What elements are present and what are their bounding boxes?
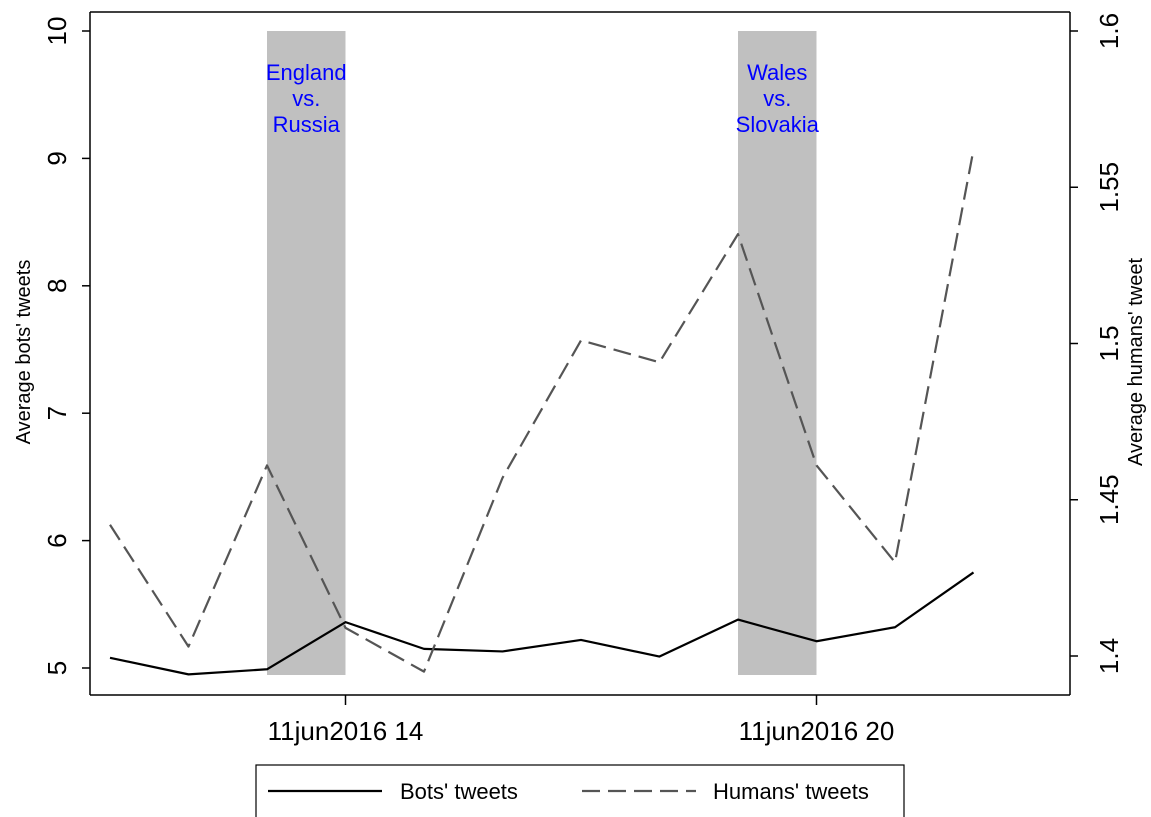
bots-tweets-line (109, 571, 975, 676)
right-tick-label: 1.55 (1094, 162, 1124, 213)
right-axis-title: Average humans' tweet (1125, 258, 1147, 466)
left-axis-title: Average bots' tweets (13, 260, 35, 445)
x-tick-label: 11jun2016 20 (739, 716, 895, 746)
left-tick-label: 5 (42, 661, 72, 675)
annotation-label: Wales (747, 60, 807, 85)
legend-label-bots: Bots' tweets (400, 779, 518, 804)
left-tick-label: 9 (42, 151, 72, 165)
humans-tweets-line (109, 149, 975, 673)
annotation-label: England (266, 60, 347, 85)
x-tick-label: 11jun2016 14 (268, 716, 424, 746)
annotation-label: Russia (273, 112, 341, 137)
right-tick-label: 1.6 (1094, 13, 1124, 49)
left-tick-label: 6 (42, 533, 72, 547)
left-tick-label: 10 (42, 17, 72, 46)
axes: 5 6 7 8 9 10 Average bots' tweets 1.4 1.45 1.5 1.5… (13, 11, 1147, 746)
left-tick-label: 8 (42, 279, 72, 293)
annotation-label: vs. (292, 86, 320, 111)
match-periods (267, 31, 817, 675)
shaded-region (267, 31, 346, 675)
legend: Bots' tweets Humans' tweets (255, 764, 905, 817)
right-tick-label: 1.4 (1094, 638, 1124, 674)
right-tick-label: 1.5 (1094, 325, 1124, 361)
left-tick-label: 7 (42, 406, 72, 420)
legend-label-humans: Humans' tweets (713, 779, 869, 804)
annotation-label: vs. (763, 86, 791, 111)
right-tick-label: 1.45 (1094, 474, 1124, 525)
series-lines (109, 149, 975, 676)
annotation-label: Slovakia (736, 112, 820, 137)
